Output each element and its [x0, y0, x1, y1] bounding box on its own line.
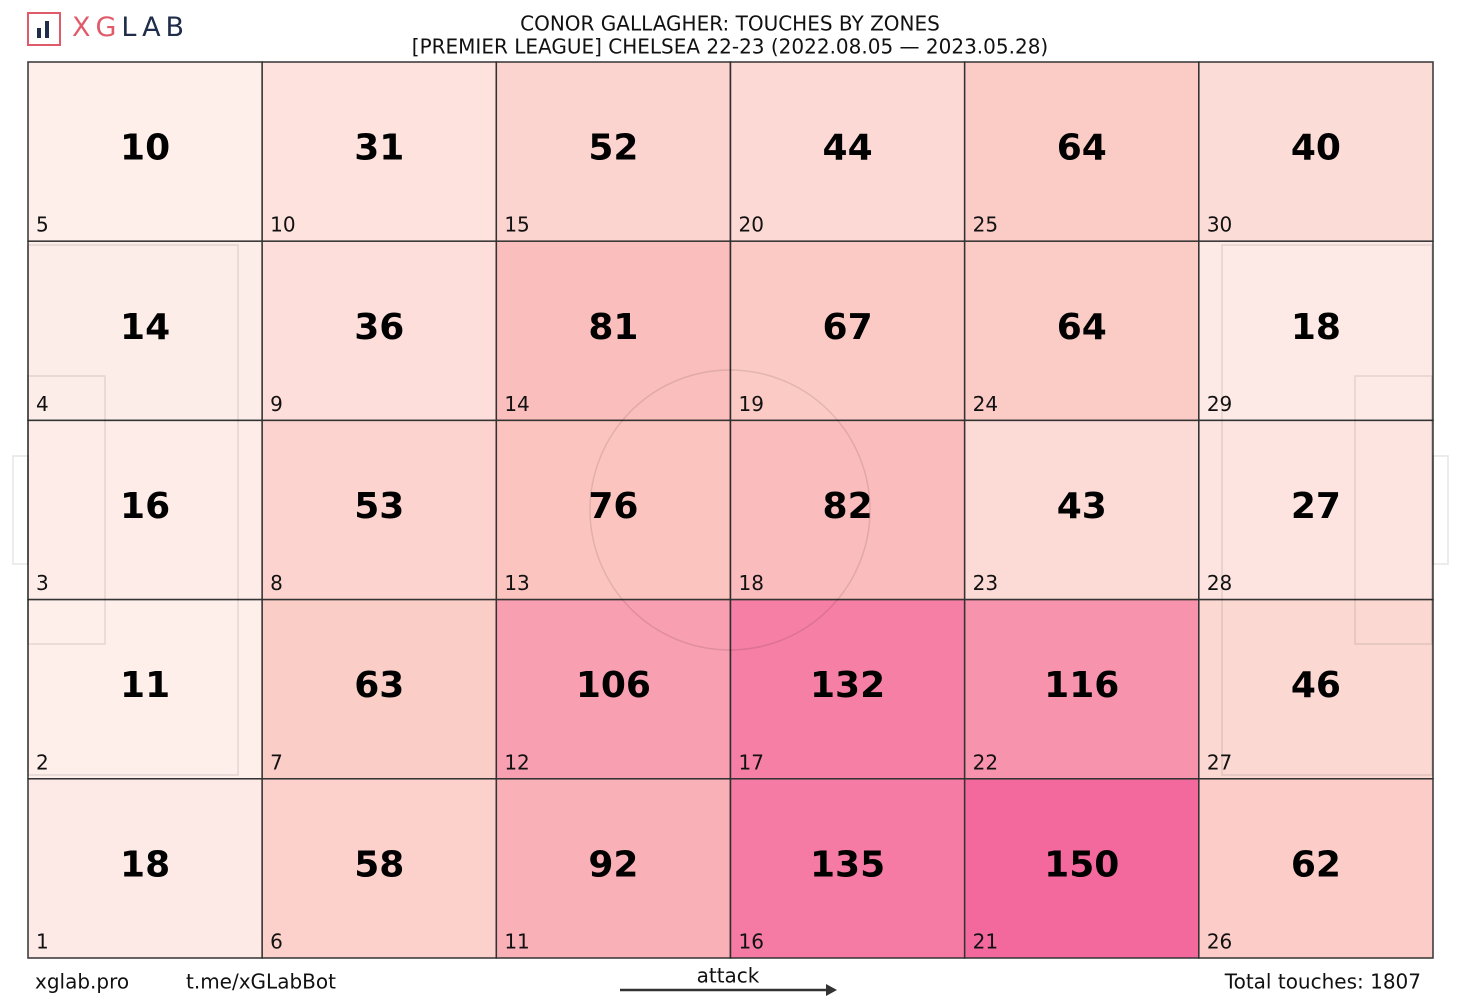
- zone-cell: [27, 598, 263, 780]
- zone-cell: [261, 598, 498, 780]
- zone-number: 11: [504, 930, 529, 954]
- total-label: Total touches: 1807: [1224, 970, 1421, 994]
- zone-value: 18: [1291, 307, 1341, 348]
- zone-value: 11: [120, 665, 170, 706]
- zone-value: 106: [576, 665, 651, 706]
- logo-text: XGLAB: [72, 12, 190, 43]
- zone-value: 16: [120, 486, 170, 527]
- zone-number: 13: [504, 571, 529, 595]
- zone-cell: [261, 778, 498, 959]
- zone-cell: [27, 419, 263, 601]
- zone-cell: [963, 598, 1200, 780]
- zone-value: 18: [120, 844, 170, 885]
- zone-number: 17: [739, 750, 764, 774]
- zone-number: 24: [973, 392, 998, 416]
- zone-cell: [729, 61, 966, 242]
- direction-label: attack: [697, 964, 760, 988]
- zone-number: 3: [36, 571, 49, 595]
- zone-cell: [729, 419, 966, 601]
- zone-number: 15: [504, 213, 529, 237]
- zone-value: 81: [588, 307, 638, 348]
- zone-cell: [963, 778, 1200, 959]
- zone-number: 26: [1207, 930, 1232, 954]
- zone-number: 29: [1207, 392, 1232, 416]
- zone-number: 5: [36, 213, 49, 237]
- zone-value: 27: [1291, 486, 1341, 527]
- zone-cell: [27, 778, 263, 959]
- zone-value: 82: [823, 486, 873, 527]
- zone-number: 30: [1207, 213, 1232, 237]
- logo-icon: [37, 28, 41, 38]
- chart-subtitle: [PREMIER LEAGUE] CHELSEA 22-23 (2022.08.…: [412, 35, 1048, 59]
- zone-number: 2: [36, 750, 49, 774]
- zone-value: 64: [1057, 307, 1107, 348]
- zone-value: 150: [1044, 844, 1119, 885]
- zone-number: 28: [1207, 571, 1232, 595]
- zone-value: 10: [120, 128, 170, 169]
- zone-cell: [261, 419, 498, 601]
- zone-number: 27: [1207, 750, 1232, 774]
- zone-number: 23: [973, 571, 998, 595]
- footer-link: t.me/xGLabBot: [186, 970, 336, 994]
- zone-cell: [27, 240, 263, 422]
- zone-number: 9: [270, 392, 283, 416]
- zone-number: 7: [270, 750, 283, 774]
- logo-box: [27, 12, 61, 46]
- zone-value: 76: [588, 486, 638, 527]
- pitch-lines: [12, 62, 1449, 958]
- zone-number: 10: [270, 213, 295, 237]
- zone-value: 64: [1057, 128, 1107, 169]
- zone-value: 36: [354, 307, 404, 348]
- zone-number: 21: [973, 930, 998, 954]
- zone-number: 1: [36, 930, 49, 954]
- zone-number: 16: [739, 930, 764, 954]
- zone-number: 20: [739, 213, 764, 237]
- zone-value: 92: [588, 844, 638, 885]
- zone-value: 52: [588, 128, 638, 169]
- direction-arrow-head: [826, 984, 837, 996]
- zone-number: 18: [739, 571, 764, 595]
- zone-cell: [1198, 778, 1434, 959]
- zone-cell: [495, 598, 732, 780]
- zone-value: 44: [823, 128, 873, 169]
- zone-cell: [729, 240, 966, 422]
- zone-value: 63: [354, 665, 404, 706]
- zone-cell: [261, 61, 498, 242]
- zone-cell: [1198, 419, 1434, 601]
- zone-value: 67: [823, 307, 873, 348]
- zone-number: 6: [270, 930, 283, 954]
- zone-number: 25: [973, 213, 998, 237]
- zone-value: 132: [810, 665, 885, 706]
- zone-value: 62: [1291, 844, 1341, 885]
- chart-title: CONOR GALLAGHER: TOUCHES BY ZONES: [520, 12, 940, 36]
- zone-number: 8: [270, 571, 283, 595]
- footer-link: xglab.pro: [35, 970, 129, 994]
- zone-cell: [729, 598, 966, 780]
- zone-value: 135: [810, 844, 885, 885]
- zone-number: 22: [973, 750, 998, 774]
- zone-value: 46: [1291, 665, 1341, 706]
- zone-number: 4: [36, 392, 49, 416]
- zone-cell: [1198, 598, 1434, 780]
- zone-value: 58: [354, 844, 404, 885]
- zone-cell: [495, 240, 732, 422]
- zone-value: 14: [120, 307, 170, 348]
- zone-cell: [963, 419, 1200, 601]
- zone-number: 14: [504, 392, 529, 416]
- zone-number: 12: [504, 750, 529, 774]
- zone-cell: [27, 61, 263, 242]
- zone-number: 19: [739, 392, 764, 416]
- zone-value: 116: [1044, 665, 1119, 706]
- zone-value: 53: [354, 486, 404, 527]
- zone-value: 43: [1057, 486, 1107, 527]
- logo-icon: [45, 21, 49, 38]
- zone-value: 40: [1291, 128, 1341, 169]
- zone-cell: [495, 419, 732, 601]
- zone-cell: [1198, 240, 1434, 422]
- zone-cell: [261, 240, 498, 422]
- zone-cell: [495, 61, 732, 242]
- zone-value: 31: [354, 128, 404, 169]
